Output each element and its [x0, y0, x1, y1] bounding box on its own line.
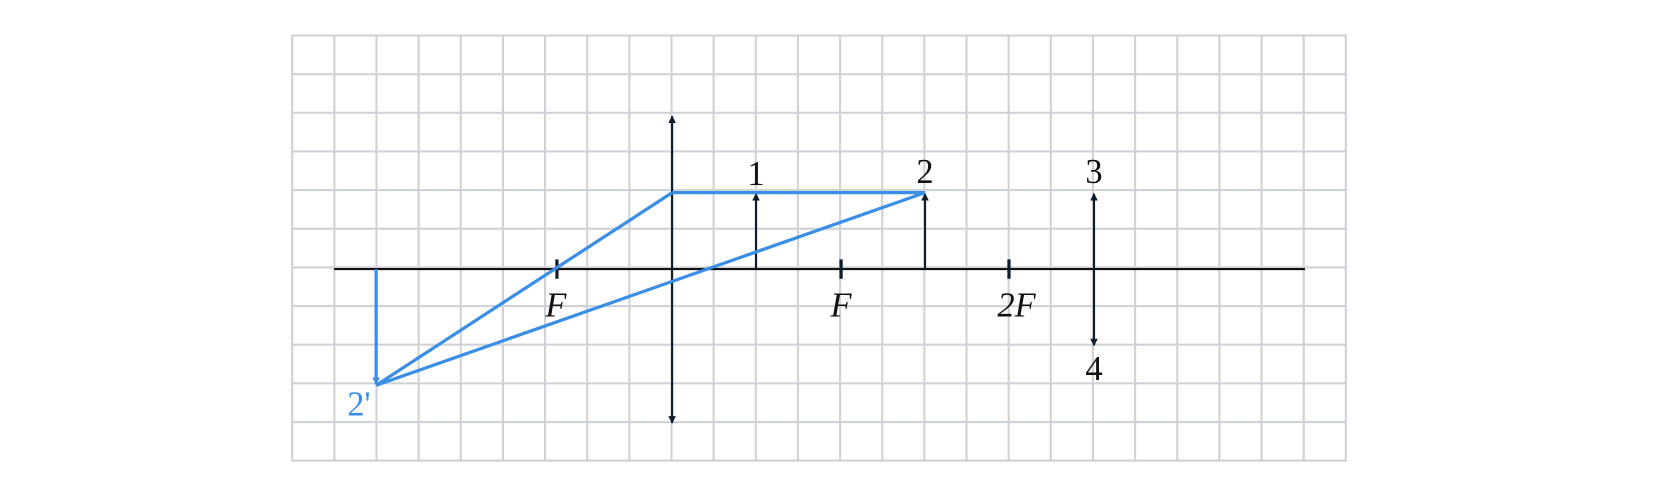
ray-center	[375, 191, 926, 387]
rays	[372, 191, 926, 387]
grid-border	[291, 34, 1347, 462]
label-1: 1	[747, 155, 764, 193]
label-f-left: F	[544, 286, 567, 324]
label-2f: 2F	[997, 286, 1036, 324]
ray-refracted	[375, 191, 673, 387]
grid	[292, 35, 1346, 461]
label-3: 3	[1085, 153, 1102, 191]
label-f-right: F	[830, 286, 853, 324]
label-image: 2'	[347, 385, 370, 423]
label-4: 4	[1085, 350, 1102, 388]
label-2: 2	[916, 153, 933, 191]
